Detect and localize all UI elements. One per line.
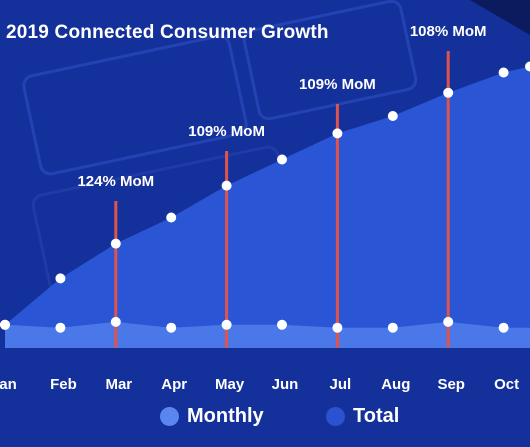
- x-tick-label-aug: Aug: [381, 376, 410, 393]
- x-tick-label-jan: an: [0, 376, 17, 393]
- total-point-jun: [277, 154, 287, 165]
- background-panel-shape: [22, 34, 248, 176]
- total-point-sep: [443, 87, 454, 98]
- legend-label-monthly: Monthly: [187, 405, 264, 427]
- monthly-area: [5, 321, 530, 348]
- annotation-label-sep: 108% MoM: [410, 23, 487, 40]
- total-point-feb: [55, 273, 66, 284]
- monthly-point-oct: [498, 322, 509, 333]
- background-panel-shape: [242, 0, 418, 121]
- x-tick-label-jul: Jul: [330, 376, 352, 393]
- monthly-point-feb: [55, 322, 66, 333]
- monthly-point-jan: [0, 319, 10, 330]
- total-area: [5, 66, 530, 348]
- total-point-jul: [332, 128, 343, 139]
- total-point-mar: [110, 238, 121, 249]
- monthly-point-aug: [387, 322, 398, 333]
- x-tick-label-apr: Apr: [161, 376, 187, 393]
- monthly-point-may: [221, 319, 232, 330]
- legend-label-total: Total: [353, 405, 400, 427]
- label-layer: 124% MoM 109% MoM 109% MoM 108% MoM an Feb Mar…: [0, 23, 519, 393]
- monthly-point-apr: [166, 322, 177, 333]
- total-point-may: [221, 180, 232, 191]
- area-layer: [5, 66, 530, 348]
- x-tick-label-mar: Mar: [105, 376, 132, 393]
- monthly-point-sep: [443, 316, 454, 327]
- annotation-label-jul: 109% MoM: [299, 76, 376, 93]
- chart-title: 2019 Connected Consumer Growth: [6, 22, 329, 43]
- annotation-label-may: 109% MoM: [188, 123, 265, 140]
- legend-swatch-monthly: [160, 407, 179, 426]
- x-tick-label-may: May: [215, 376, 245, 393]
- total-point-aug: [387, 111, 398, 121]
- chart-legend: Monthly Total: [0, 405, 530, 435]
- total-point-edge: [525, 61, 530, 72]
- monthly-point-jul: [332, 322, 343, 333]
- x-tick-label-jun: Jun: [272, 376, 299, 393]
- x-tick-label-feb: Feb: [50, 376, 77, 393]
- legend-item-monthly: Monthly: [160, 405, 264, 428]
- point-layer: [0, 61, 530, 333]
- background-corner-shape: [470, 0, 530, 35]
- annotation-label-mar: 124% MoM: [77, 173, 154, 190]
- legend-swatch-total: [326, 407, 345, 426]
- x-tick-label-sep: Sep: [437, 376, 465, 393]
- x-tick-label-oct: Oct: [494, 376, 519, 393]
- total-point-oct: [498, 67, 509, 78]
- total-point-apr: [166, 212, 177, 223]
- monthly-point-mar: [110, 316, 121, 327]
- monthly-point-jun: [277, 319, 287, 330]
- legend-item-total: Total: [326, 405, 399, 428]
